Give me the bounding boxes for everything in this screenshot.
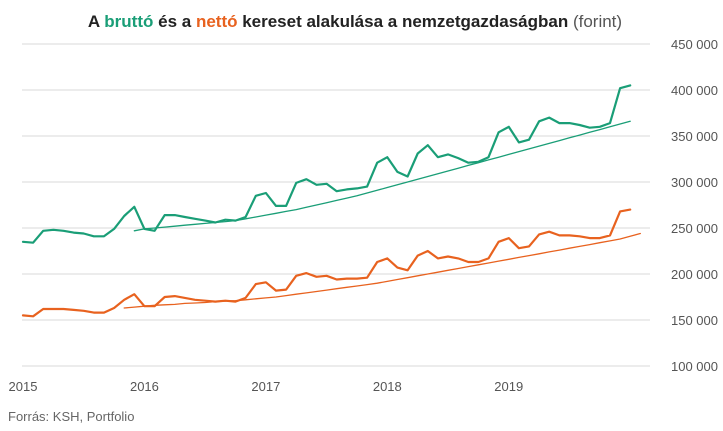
- series-group: [21, 84, 641, 318]
- series-line-netto_monthly: [21, 208, 632, 318]
- y-tick-label: 100 000: [671, 359, 718, 374]
- title-part-netto: nettó: [196, 12, 238, 31]
- grid-lines: [22, 43, 650, 367]
- y-tick-label: 150 000: [671, 313, 718, 328]
- series-line-brutto_trend: [133, 120, 631, 232]
- x-tick-label: 2018: [373, 379, 402, 394]
- series-line-netto_trend: [123, 232, 641, 309]
- y-tick-label: 200 000: [671, 267, 718, 282]
- title-part-plain: A: [88, 12, 104, 31]
- x-tick-label: 2017: [251, 379, 280, 394]
- y-tick-label: 350 000: [671, 129, 718, 144]
- title-part-unit: (forint): [568, 12, 622, 31]
- y-tick-label: 300 000: [671, 175, 718, 190]
- source-note: Forrás: KSH, Portfolio: [8, 409, 134, 424]
- x-tick-label: 2019: [494, 379, 523, 394]
- y-tick-label: 400 000: [671, 83, 718, 98]
- x-axis-ticks: 2015 2016 2017 2018 2019: [9, 379, 524, 394]
- x-tick-label: 2015: [9, 379, 38, 394]
- y-axis-ticks: 100 000 150 000 200 000 250 000 300 000 350 0…: [671, 37, 718, 374]
- title-part-plain: és a: [153, 12, 196, 31]
- title-part-plain: kereset alakulása a nemzetgazdaságban: [237, 12, 568, 31]
- y-tick-label: 250 000: [671, 221, 718, 236]
- y-tick-label: 450 000: [671, 37, 718, 52]
- chart-title: A bruttó és a nettó kereset alakulása a …: [88, 12, 622, 31]
- x-tick-label: 2016: [130, 379, 159, 394]
- title-part-brutto: bruttó: [104, 12, 153, 31]
- series-line-brutto_monthly: [21, 84, 632, 244]
